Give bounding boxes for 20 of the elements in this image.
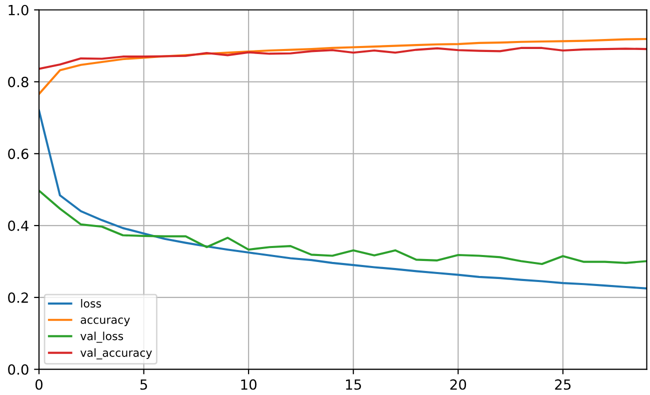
line-series bbox=[39, 109, 647, 290]
line-series bbox=[39, 46, 647, 70]
line-series bbox=[39, 190, 647, 266]
x-tick-label: 0 bbox=[35, 379, 42, 390]
y-tick-label: 1.0 bbox=[8, 4, 28, 16]
y-tick-label: 0.2 bbox=[8, 292, 28, 303]
x-tick-label: 15 bbox=[346, 379, 361, 390]
legend-label: loss bbox=[81, 299, 102, 308]
x-tick-label: 25 bbox=[555, 379, 571, 390]
y-tick-label: 0.0 bbox=[8, 364, 28, 375]
x-tick-label: 5 bbox=[140, 379, 147, 390]
x-tick-label: 20 bbox=[450, 379, 466, 390]
y-tick-label: 0.6 bbox=[8, 148, 28, 160]
y-tick-label: 0.8 bbox=[8, 76, 28, 88]
x-tick-label: 10 bbox=[241, 379, 256, 390]
line-series bbox=[39, 38, 647, 96]
y-tick-label: 0.4 bbox=[8, 220, 28, 232]
legend-label: accuracy bbox=[80, 318, 130, 326]
legend-label: val_accuracy bbox=[80, 348, 152, 360]
legend-label: val_loss bbox=[80, 332, 124, 343]
